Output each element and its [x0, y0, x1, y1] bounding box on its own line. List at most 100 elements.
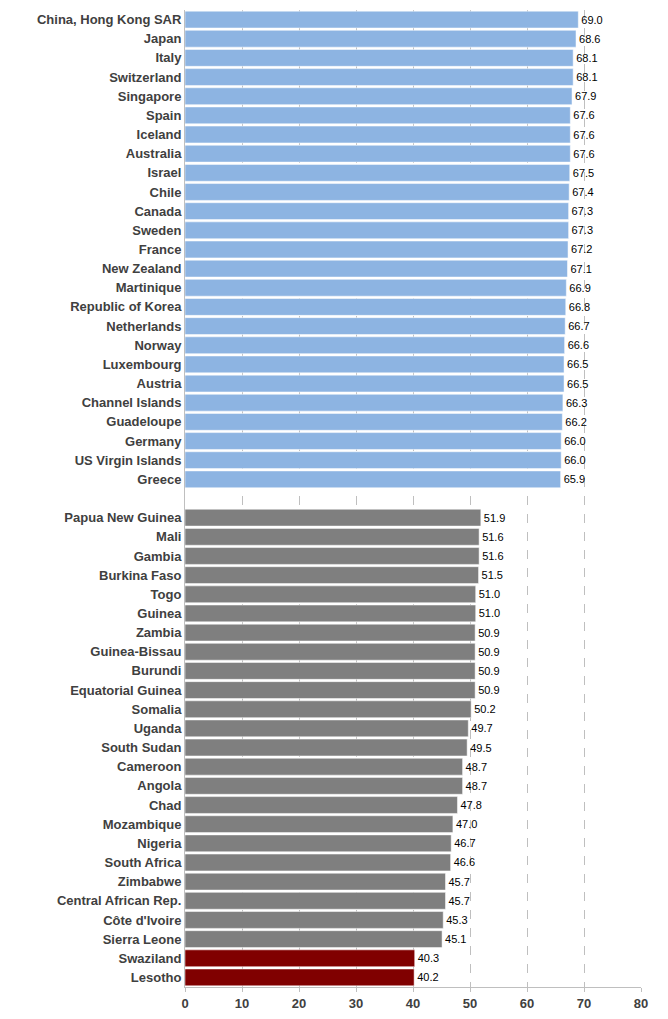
svg-text:66.0: 66.0	[564, 435, 585, 447]
svg-text:Zambia: Zambia	[136, 625, 182, 640]
svg-text:66.3: 66.3	[566, 397, 587, 409]
svg-text:66.9: 66.9	[569, 282, 590, 294]
svg-text:Burundi: Burundi	[132, 663, 182, 678]
svg-text:Greece: Greece	[137, 472, 181, 487]
svg-text:Spain: Spain	[146, 108, 181, 123]
svg-text:51.6: 51.6	[482, 550, 503, 562]
svg-text:Sweden: Sweden	[132, 223, 181, 238]
svg-text:66.5: 66.5	[567, 378, 588, 390]
svg-text:Norway: Norway	[134, 338, 182, 353]
svg-text:67.9: 67.9	[575, 90, 596, 102]
svg-text:51.5: 51.5	[482, 569, 503, 581]
svg-text:Côte d'Ivoire: Côte d'Ivoire	[103, 913, 181, 928]
svg-text:50: 50	[463, 996, 477, 1011]
svg-text:45.3: 45.3	[446, 914, 467, 926]
svg-text:Chile: Chile	[150, 185, 182, 200]
svg-text:80: 80	[634, 996, 648, 1011]
svg-text:New Zealand: New Zealand	[102, 261, 182, 276]
svg-text:Singapore: Singapore	[118, 89, 182, 104]
svg-text:51.9: 51.9	[484, 512, 505, 524]
svg-text:Somalia: Somalia	[132, 702, 183, 717]
svg-text:65.9: 65.9	[564, 473, 585, 485]
svg-text:Mali: Mali	[156, 529, 181, 544]
svg-text:30: 30	[349, 996, 363, 1011]
svg-text:US Virgin Islands: US Virgin Islands	[75, 453, 182, 468]
svg-text:0: 0	[181, 996, 188, 1011]
svg-text:50.9: 50.9	[478, 684, 499, 696]
svg-text:40.2: 40.2	[417, 971, 438, 983]
svg-text:Zimbabwe: Zimbabwe	[118, 874, 182, 889]
svg-text:Luxembourg: Luxembourg	[103, 357, 182, 372]
svg-text:Mozambique: Mozambique	[103, 817, 182, 832]
svg-text:Cameroon: Cameroon	[117, 759, 181, 774]
svg-text:67.3: 67.3	[572, 205, 593, 217]
svg-text:51.0: 51.0	[479, 607, 500, 619]
svg-text:Gambia: Gambia	[134, 549, 182, 564]
svg-text:45.1: 45.1	[445, 933, 466, 945]
svg-text:Lesotho: Lesotho	[131, 970, 182, 985]
svg-text:68.6: 68.6	[579, 33, 600, 45]
svg-text:67.6: 67.6	[573, 129, 594, 141]
svg-text:Guadeloupe: Guadeloupe	[106, 414, 181, 429]
svg-text:Guinea-Bissau: Guinea-Bissau	[90, 644, 181, 659]
svg-text:Swaziland: Swaziland	[119, 951, 182, 966]
svg-text:60: 60	[520, 996, 534, 1011]
svg-text:Central African Rep.: Central African Rep.	[57, 893, 182, 908]
svg-text:Papua New Guinea: Papua New Guinea	[64, 510, 182, 525]
svg-text:Martinique: Martinique	[116, 280, 182, 295]
svg-text:Netherlands: Netherlands	[106, 319, 181, 334]
svg-text:67.2: 67.2	[571, 243, 592, 255]
svg-text:Togo: Togo	[151, 587, 182, 602]
svg-text:Equatorial Guinea: Equatorial Guinea	[70, 683, 182, 698]
svg-text:67.3: 67.3	[572, 224, 593, 236]
svg-text:Germany: Germany	[125, 434, 182, 449]
svg-text:South Africa: South Africa	[105, 855, 183, 870]
svg-text:66.5: 66.5	[567, 358, 588, 370]
svg-text:67.6: 67.6	[573, 109, 594, 121]
svg-text:47.8: 47.8	[460, 799, 481, 811]
svg-text:67.1: 67.1	[570, 263, 591, 275]
svg-text:68.1: 68.1	[576, 71, 597, 83]
svg-text:Sierra Leone: Sierra Leone	[103, 932, 182, 947]
svg-text:10: 10	[235, 996, 249, 1011]
svg-text:49.5: 49.5	[470, 742, 491, 754]
svg-text:45.7: 45.7	[448, 895, 469, 907]
svg-text:69.0: 69.0	[581, 14, 602, 26]
svg-text:46.7: 46.7	[454, 837, 475, 849]
svg-text:66.6: 66.6	[568, 339, 589, 351]
svg-text:South Sudan: South Sudan	[101, 740, 181, 755]
svg-text:20: 20	[292, 996, 306, 1011]
svg-text:48.7: 48.7	[466, 761, 487, 773]
svg-text:46.6: 46.6	[454, 856, 475, 868]
svg-text:Channel Islands: Channel Islands	[82, 395, 182, 410]
svg-text:51.0: 51.0	[479, 588, 500, 600]
svg-text:Austria: Austria	[137, 376, 183, 391]
svg-text:China, Hong Kong SAR: China, Hong Kong SAR	[37, 12, 182, 27]
svg-text:48.7: 48.7	[466, 780, 487, 792]
svg-text:47.0: 47.0	[456, 818, 477, 830]
svg-text:67.5: 67.5	[573, 167, 594, 179]
svg-text:Iceland: Iceland	[137, 127, 182, 142]
svg-text:68.1: 68.1	[576, 52, 597, 64]
svg-text:66.0: 66.0	[564, 454, 585, 466]
svg-text:Angola: Angola	[137, 778, 182, 793]
svg-text:66.8: 66.8	[569, 301, 590, 313]
svg-text:70: 70	[577, 996, 591, 1011]
svg-text:40: 40	[406, 996, 420, 1011]
svg-text:Nigeria: Nigeria	[137, 836, 182, 851]
svg-text:50.2: 50.2	[474, 703, 495, 715]
svg-text:50.9: 50.9	[478, 627, 499, 639]
svg-text:50.9: 50.9	[478, 646, 499, 658]
svg-text:Guinea: Guinea	[137, 606, 182, 621]
svg-text:Australia: Australia	[126, 146, 182, 161]
svg-text:50.9: 50.9	[478, 665, 499, 677]
svg-text:Japan: Japan	[144, 31, 182, 46]
svg-text:67.6: 67.6	[573, 148, 594, 160]
svg-text:45.7: 45.7	[448, 876, 469, 888]
svg-text:Canada: Canada	[134, 204, 182, 219]
svg-text:66.2: 66.2	[565, 416, 586, 428]
svg-text:67.4: 67.4	[572, 186, 593, 198]
svg-text:France: France	[139, 242, 182, 257]
svg-text:Uganda: Uganda	[134, 721, 182, 736]
svg-text:66.7: 66.7	[568, 320, 589, 332]
